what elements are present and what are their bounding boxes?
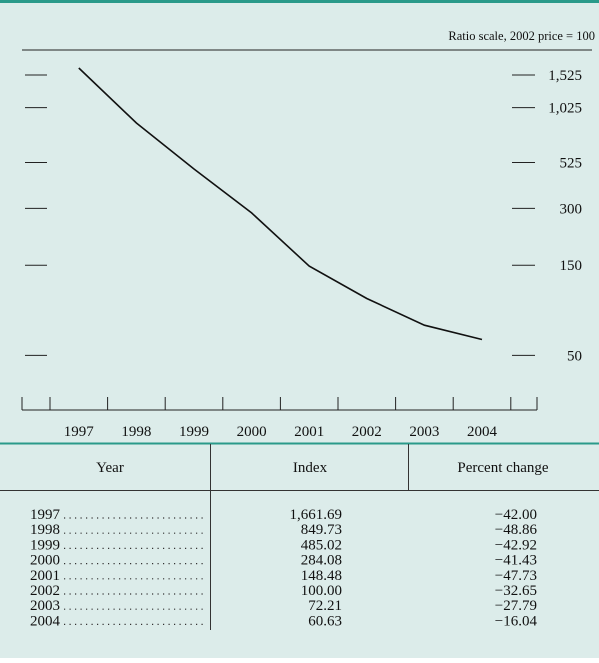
table-cell: 2000 (30, 553, 60, 569)
y-tick-label: 525 (560, 156, 583, 172)
table-cell: 2002 (30, 583, 60, 599)
table-cell: −42.00 (495, 507, 537, 523)
table-cell: 1998 (30, 522, 60, 538)
table-cell: 284.08 (301, 553, 342, 569)
x-tick-label: 1999 (179, 424, 209, 440)
x-tick-label: 1997 (64, 424, 95, 440)
table-cell: 1,661.69 (290, 507, 343, 523)
table-cell: 72.21 (308, 598, 342, 614)
x-tick-label: 2000 (237, 424, 267, 440)
table-cell: 2004 (30, 613, 61, 629)
table-cell: −27.79 (495, 598, 537, 614)
table-cell: 100.00 (301, 583, 342, 599)
table-cell: 148.48 (301, 568, 342, 584)
table-cell: −48.86 (495, 522, 538, 538)
y-tick-label: 50 (567, 348, 582, 364)
x-tick-label: 1998 (121, 424, 151, 440)
column-header: Index (293, 460, 328, 476)
table-cell: 849.73 (301, 522, 342, 538)
y-tick-label: 150 (560, 258, 583, 274)
data-line (78, 67, 483, 341)
x-tick-label: 2001 (294, 424, 324, 440)
table-cell: 1997 (30, 507, 61, 523)
table-cell: −41.43 (495, 553, 537, 569)
table-cell: −16.04 (495, 613, 538, 629)
table-cell: −47.73 (495, 568, 537, 584)
table-cell: 485.02 (301, 537, 342, 553)
table-cell: −42.92 (495, 537, 537, 553)
y-tick-label: 300 (560, 201, 583, 217)
x-tick-label: 2003 (409, 424, 439, 440)
column-header: Percent change (457, 460, 549, 476)
x-tick-label: 2002 (352, 424, 382, 440)
x-tick-label: 2004 (467, 424, 498, 440)
column-header: Year (96, 460, 124, 476)
table-cell: −32.65 (495, 583, 537, 599)
y-tick-label: 1,525 (548, 68, 582, 84)
table-cell: 60.63 (308, 613, 342, 629)
table-cell: 1999 (30, 537, 60, 553)
y-tick-label: 1,025 (548, 101, 582, 117)
table-cell: 2003 (30, 598, 60, 614)
chart-subtitle: Ratio scale, 2002 price = 100 (448, 29, 595, 43)
table-cell: 2001 (30, 568, 60, 584)
